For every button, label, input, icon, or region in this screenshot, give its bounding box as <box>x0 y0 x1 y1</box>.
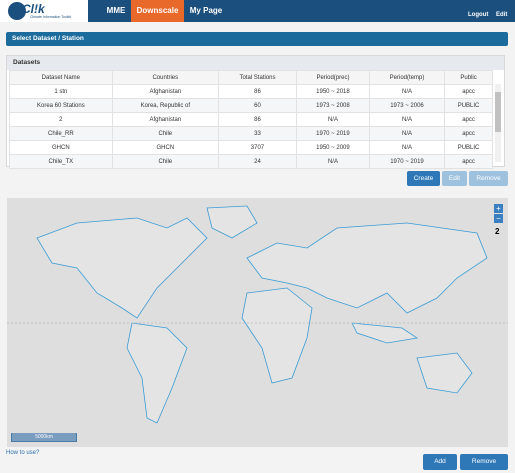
table-cell: N/A <box>368 84 446 99</box>
scrollbar[interactable] <box>495 84 501 162</box>
datasets-table: Dataset Name Countries Total Stations Perio… <box>9 70 493 169</box>
column-header: Period(temp) <box>368 70 446 85</box>
scale-bar: 5000km <box>11 433 77 442</box>
nav-item-active[interactable]: Downscale <box>131 0 184 22</box>
table-row[interactable]: 2 Afghanistan 86 N/A N/A apcc <box>9 112 493 127</box>
table-cell: 1970 ~ 2019 <box>368 154 446 169</box>
scroll-thumb[interactable] <box>495 92 501 132</box>
table-cell: N/A <box>368 126 446 141</box>
table-cell: 1970 ~ 2019 <box>296 126 370 141</box>
table-cell: Korea 60 Stations <box>9 98 113 113</box>
table-cell: Afghanistan <box>111 112 219 127</box>
table-cell: N/A <box>296 112 370 127</box>
table-cell: 1950 ~ 2018 <box>296 84 370 99</box>
table-row[interactable]: GHCN GHCN 3707 1950 ~ 2009 N/A PUBLIC <box>9 140 493 155</box>
table-cell: Chile <box>111 154 219 169</box>
table-cell: apcc <box>444 126 493 141</box>
column-header: Period(prec) <box>296 70 370 85</box>
table-cell: 2 <box>9 112 113 127</box>
table-cell: 33 <box>217 126 298 141</box>
nav-item[interactable]: MME <box>106 6 126 15</box>
zoom-out[interactable]: − <box>494 214 503 223</box>
map[interactable]: + − 2 5000km <box>7 198 508 447</box>
table-cell: 3707 <box>217 140 298 155</box>
top-bar <box>0 0 515 22</box>
table-cell: PUBLIC <box>444 98 493 113</box>
section-title: Select Dataset / Station <box>6 32 508 46</box>
table-body: 1 stn Afghanistan 86 1950 ~ 2018 N/A apcc Kore… <box>9 84 493 169</box>
table-cell: 1973 ~ 2006 <box>368 98 446 113</box>
logo-text: Cl!k <box>22 2 45 16</box>
nav-item[interactable]: My Page <box>189 6 223 15</box>
table-row[interactable]: Korea 60 Stations Korea, Republic of 60 197… <box>9 98 493 113</box>
datasets-panel: Datasets Dataset Name Countries Total Stat… <box>6 55 505 169</box>
zoom-in[interactable]: + <box>494 204 503 213</box>
help-link[interactable]: How to use? <box>6 450 40 456</box>
column-header: Public <box>444 70 493 85</box>
column-header: Dataset Name <box>9 70 113 85</box>
create-button[interactable]: Create <box>407 171 440 186</box>
edit-button[interactable]: Edit <box>442 171 467 186</box>
table-cell: Afghanistan <box>111 84 219 99</box>
world-map <box>7 205 508 424</box>
table-cell: 24 <box>217 154 298 169</box>
table-cell: Chile <box>111 126 219 141</box>
remove-button[interactable]: Remove <box>469 171 508 186</box>
table-cell: Korea, Republic of <box>111 98 219 113</box>
table-cell: Chile_TX <box>9 154 113 169</box>
table-cell: N/A <box>368 140 446 155</box>
table-cell: 1950 ~ 2009 <box>296 140 370 155</box>
logo-subtitle: Climate Information Toolkit <box>30 15 72 19</box>
table-cell: 86 <box>217 112 298 127</box>
panel-title: Datasets <box>7 56 504 70</box>
add-button[interactable]: Add <box>423 454 457 470</box>
table-cell: GHCN <box>9 140 113 155</box>
table-cell: PUBLIC <box>444 140 493 155</box>
table-cell: 86 <box>217 84 298 99</box>
table-cell: Chile_RR <box>9 126 113 141</box>
table-cell: N/A <box>368 112 446 127</box>
table-cell: N/A <box>296 154 370 169</box>
table-row[interactable]: 1 stn Afghanistan 86 1950 ~ 2018 N/A apcc <box>9 84 493 99</box>
column-header: Total Stations <box>217 70 298 85</box>
table-cell: GHCN <box>111 140 219 155</box>
table-row[interactable]: Chile_TX Chile 24 N/A 1970 ~ 2019 apcc <box>9 154 493 169</box>
table-cell: apcc <box>444 112 493 127</box>
header-row: Dataset Name Countries Total Stations Perio… <box>9 70 493 85</box>
table-row[interactable]: Chile_RR Chile 33 1970 ~ 2019 N/A apcc <box>9 126 493 141</box>
logo[interactable]: Cl!k Climate Information Toolkit <box>0 0 88 22</box>
logout-link[interactable]: Logout <box>468 12 489 18</box>
table-cell: 60 <box>217 98 298 113</box>
table-cell: apcc <box>444 154 493 169</box>
logo-mark <box>8 2 26 20</box>
remove-button[interactable]: Remove <box>460 454 508 470</box>
table-cell: 1 stn <box>9 84 113 99</box>
edit-link[interactable]: Edit <box>496 12 508 18</box>
column-header: Countries <box>111 70 219 85</box>
zoom-level: 2 <box>495 227 500 236</box>
table-cell: 1973 ~ 2008 <box>296 98 370 113</box>
table-cell: apcc <box>444 84 493 99</box>
